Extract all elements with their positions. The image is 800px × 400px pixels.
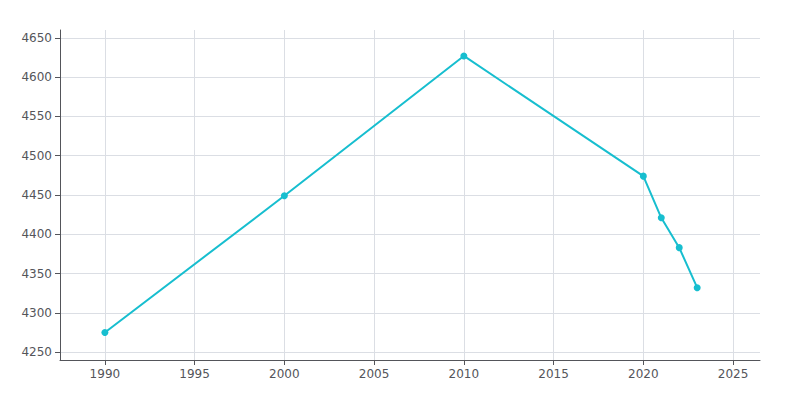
svg-text:4450: 4450 bbox=[21, 188, 52, 202]
svg-text:4600: 4600 bbox=[21, 70, 52, 84]
svg-text:4350: 4350 bbox=[21, 267, 52, 281]
svg-text:1995: 1995 bbox=[179, 367, 210, 381]
svg-text:2025: 2025 bbox=[718, 367, 749, 381]
svg-text:4400: 4400 bbox=[21, 227, 52, 241]
svg-text:2000: 2000 bbox=[269, 367, 300, 381]
svg-text:2010: 2010 bbox=[449, 367, 480, 381]
svg-text:4300: 4300 bbox=[21, 306, 52, 320]
svg-text:4250: 4250 bbox=[21, 345, 52, 359]
svg-text:4550: 4550 bbox=[21, 109, 52, 123]
svg-text:2020: 2020 bbox=[628, 367, 659, 381]
svg-text:4650: 4650 bbox=[21, 31, 52, 45]
svg-text:1990: 1990 bbox=[90, 367, 121, 381]
svg-text:4500: 4500 bbox=[21, 149, 52, 163]
svg-text:2005: 2005 bbox=[359, 367, 390, 381]
svg-text:2015: 2015 bbox=[538, 367, 569, 381]
